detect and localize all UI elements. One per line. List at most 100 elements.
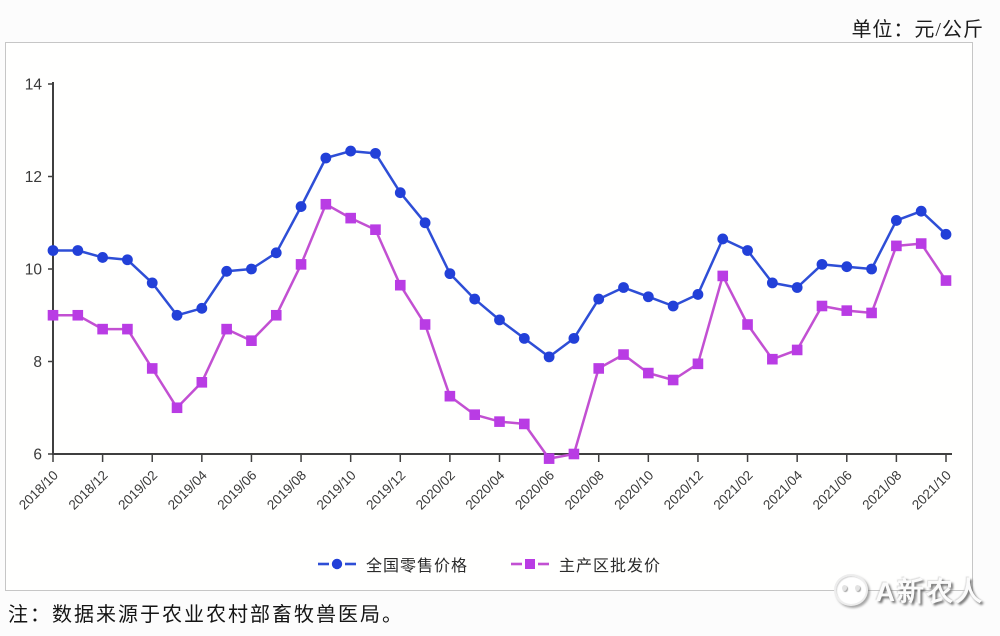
data-point (866, 263, 877, 275)
data-point (122, 323, 133, 335)
data-point (940, 228, 952, 240)
data-point (692, 358, 704, 370)
watermark-text: A新农人 (875, 577, 984, 607)
data-point (568, 332, 580, 344)
data-point (47, 245, 59, 256)
data-point (742, 245, 753, 256)
x-tick-label: 2019/12 (363, 468, 408, 513)
data-point (72, 245, 84, 256)
data-point (146, 363, 158, 374)
data-point (320, 198, 332, 210)
data-point (97, 323, 108, 335)
x-tick-label: 2019/02 (115, 468, 160, 513)
x-tick-label: 2021/02 (711, 468, 756, 513)
data-point (618, 282, 629, 293)
data-point (519, 418, 530, 430)
x-tick-label: 2019/08 (264, 468, 309, 513)
x-tick-label: 2019/04 (165, 467, 210, 512)
legend-item-wholesale: 主产区批发价 (510, 552, 661, 576)
y-tick-label: 14 (25, 77, 43, 94)
data-point (370, 224, 381, 235)
retail-series-marker-icon (317, 558, 356, 570)
data-point (171, 309, 183, 321)
data-point (816, 300, 828, 312)
data-point (667, 374, 679, 386)
data-point (791, 282, 803, 293)
data-point (196, 377, 208, 388)
data-point (866, 307, 877, 319)
data-point (469, 409, 480, 420)
y-tick-label: 8 (33, 354, 42, 371)
x-axis-ticks: 2018/10 2018/12 2019/02 2019/04 2019/06 2019/… (16, 454, 954, 513)
x-tick-label: 2021/10 (909, 468, 954, 513)
data-point (643, 367, 654, 379)
y-tick-label: 10 (25, 262, 43, 279)
data-point (469, 293, 481, 305)
x-tick-label: 2021/04 (760, 467, 805, 512)
data-point (270, 309, 282, 321)
data-point (568, 448, 580, 460)
data-point (246, 335, 257, 346)
data-point (345, 145, 357, 157)
data-point (642, 291, 654, 303)
data-point (494, 314, 505, 326)
data-point (419, 217, 431, 229)
series-wholesale (47, 198, 952, 464)
x-tick-label: 2019/10 (314, 468, 359, 513)
x-tick-label: 2020/12 (661, 468, 706, 513)
unit-label: 单位：元/公斤 (851, 19, 984, 41)
data-point (270, 247, 282, 259)
x-tick-label: 2020/02 (413, 468, 458, 513)
y-axis-ticks: 6 8 10 12 14 (25, 77, 53, 464)
data-point (518, 332, 530, 344)
data-point (717, 270, 729, 282)
data-point (171, 402, 183, 414)
data-point (791, 344, 803, 356)
data-point (444, 390, 456, 402)
y-tick-label: 12 (25, 169, 42, 186)
data-point (370, 147, 381, 159)
data-point (72, 309, 84, 321)
x-tick-label: 2020/04 (462, 467, 507, 512)
data-point (543, 351, 555, 363)
data-point (766, 277, 778, 289)
data-point (47, 309, 59, 321)
x-tick-label: 2018/12 (66, 468, 111, 513)
data-point (97, 252, 109, 263)
data-point (221, 265, 233, 277)
data-point (419, 319, 431, 330)
data-point (320, 152, 332, 164)
x-tick-label: 2020/06 (512, 468, 557, 513)
x-tick-label: 2018/10 (16, 468, 61, 513)
data-point (841, 305, 853, 316)
data-point (295, 201, 307, 212)
legend-label-retail: 全国零售价格 (365, 558, 468, 575)
x-tick-label: 2020/08 (562, 468, 607, 513)
data-point (915, 205, 927, 217)
data-point (816, 258, 828, 270)
data-point (345, 212, 356, 224)
legend-item-retail: 全国零售价格 (317, 552, 468, 576)
data-point (146, 277, 158, 289)
data-point (618, 349, 629, 360)
x-tick-label: 2021/06 (810, 468, 855, 513)
data-point (122, 254, 133, 266)
x-tick-label: 2019/06 (214, 468, 259, 513)
data-point (444, 268, 456, 280)
series-retail (47, 145, 952, 363)
wholesale-series-marker-icon (511, 559, 549, 569)
data-point (940, 275, 952, 286)
data-point (667, 300, 679, 312)
data-point (841, 261, 853, 273)
data-point (717, 233, 729, 245)
data-point (543, 453, 555, 464)
y-tick-label: 6 (33, 447, 42, 464)
data-point (494, 416, 505, 427)
panda-logo-icon (833, 573, 868, 606)
data-point (915, 238, 927, 249)
data-point (742, 319, 753, 330)
x-tick-label: 2020/10 (611, 468, 656, 513)
data-point (890, 215, 902, 226)
data-point (221, 323, 232, 335)
